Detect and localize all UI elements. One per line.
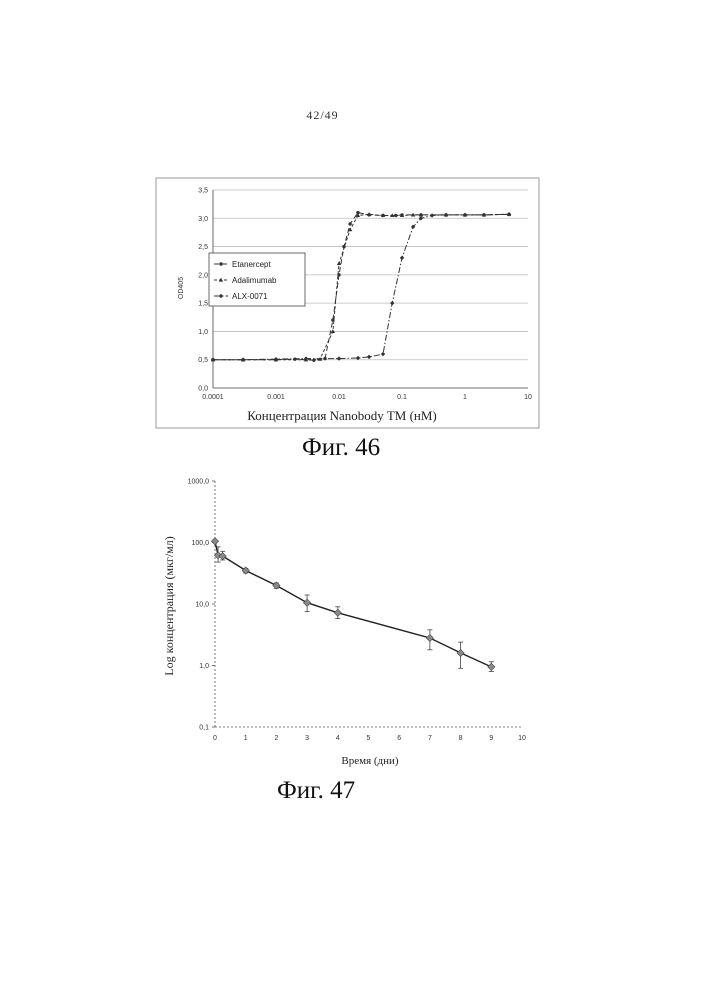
data-point xyxy=(488,663,495,670)
x-tick-label: 9 xyxy=(489,735,493,742)
y-tick-label: 1,0 xyxy=(199,663,209,670)
y-tick-label: 100,0 xyxy=(191,540,209,547)
x-tick-label: 8 xyxy=(459,735,463,742)
data-point xyxy=(304,599,311,606)
data-point xyxy=(242,567,249,574)
data-point xyxy=(426,634,433,641)
x-tick-label: 0 xyxy=(213,735,217,742)
fig47-chart: 0,1 1,0 10,0 100,0 1000,0 0 1 2 3 4 5 6 7 8 9 10 Log ко… xyxy=(0,0,707,790)
data-point xyxy=(457,649,464,656)
data-point xyxy=(211,538,218,545)
x-tick-label: 1 xyxy=(244,735,248,742)
y-tick-label: 1000,0 xyxy=(188,479,210,486)
x-tick-label: 6 xyxy=(397,735,401,742)
y-tick-label: 10,0 xyxy=(195,602,209,609)
series-line xyxy=(215,541,491,667)
data-point xyxy=(334,609,341,616)
x-tick-label: 5 xyxy=(367,735,371,742)
x-tick-label: 2 xyxy=(274,735,278,742)
x-tick-label: 4 xyxy=(336,735,340,742)
x-axis-label: Время (дни) xyxy=(341,755,399,767)
x-tick-label: 7 xyxy=(428,735,432,742)
data-point xyxy=(273,582,280,589)
y-axis-label: Log концентрация (мкг/мл) xyxy=(162,536,176,675)
x-tick-label: 10 xyxy=(518,735,526,742)
y-tick-label: 0,1 xyxy=(199,725,209,732)
x-tick-label: 3 xyxy=(305,735,309,742)
fig47-caption: Фиг. 47 xyxy=(277,777,355,805)
